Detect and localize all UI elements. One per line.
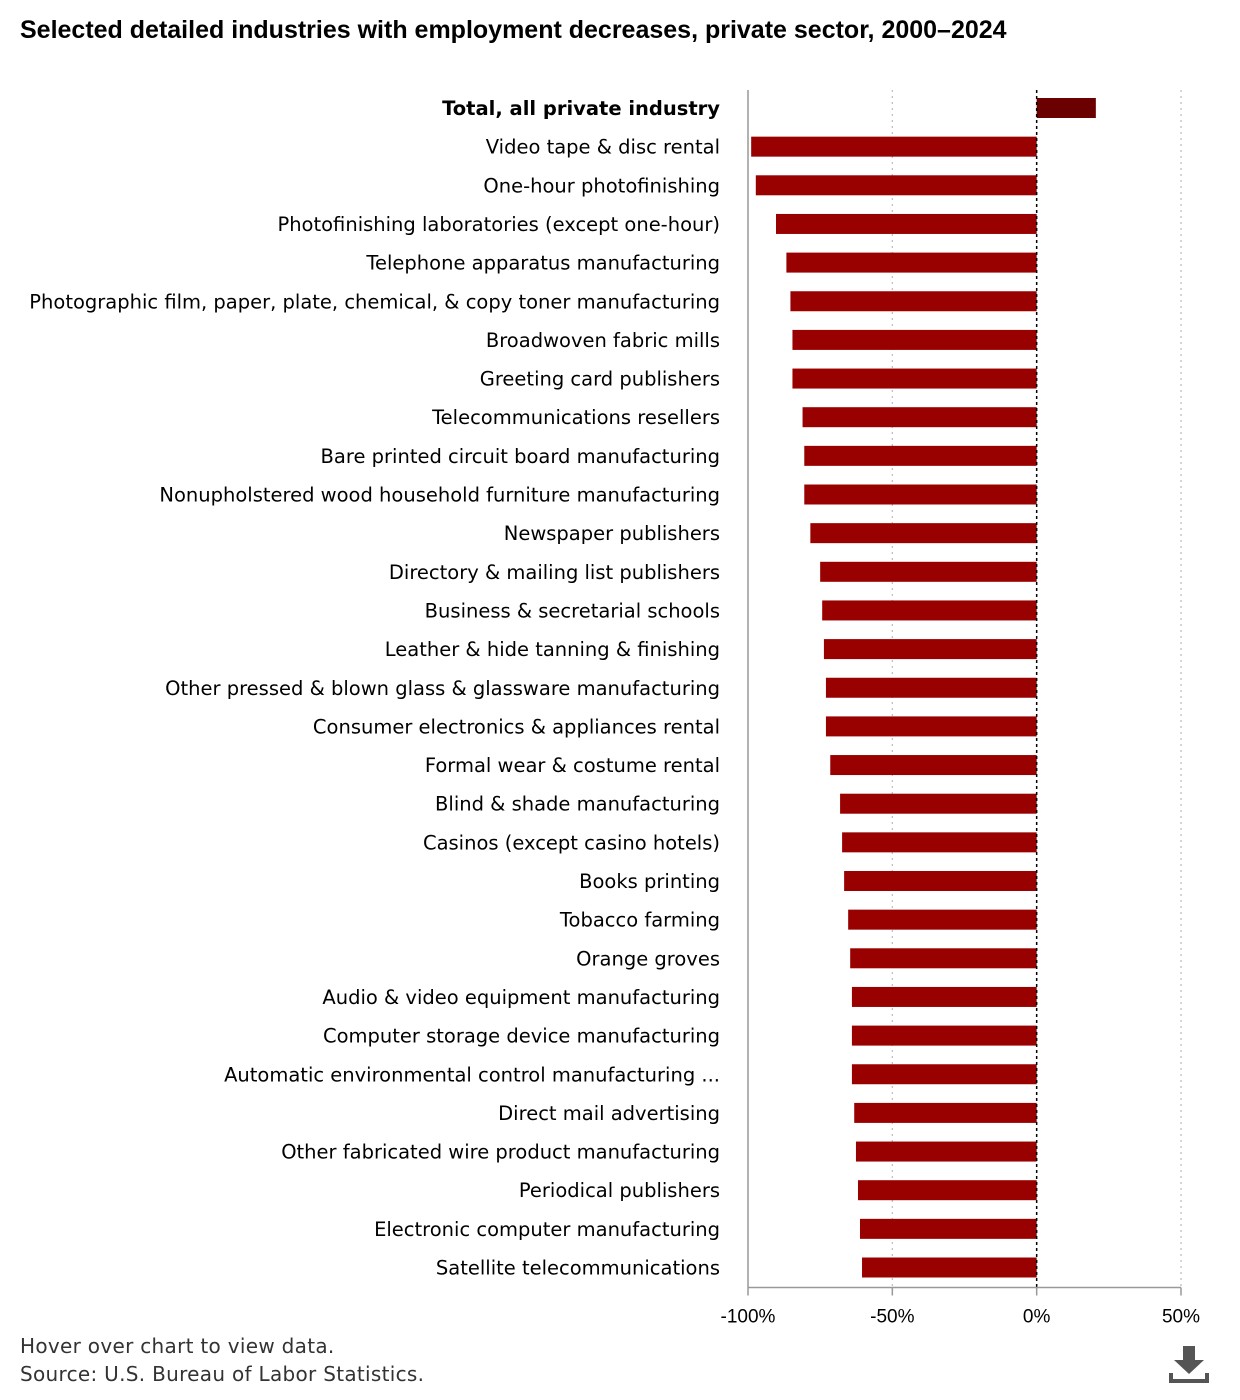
bar[interactable] bbox=[854, 1102, 1037, 1123]
bar[interactable] bbox=[755, 175, 1037, 196]
bar[interactable] bbox=[850, 948, 1037, 969]
bar[interactable] bbox=[776, 213, 1037, 234]
category-label: Bare printed circuit board manufacturing bbox=[321, 445, 720, 468]
category-label: Business & secretarial schools bbox=[425, 599, 720, 622]
category-label: Other fabricated wire product manufactur… bbox=[281, 1141, 720, 1164]
x-axis: -100% -50% 0% 50% bbox=[721, 90, 1200, 1328]
bar[interactable] bbox=[840, 793, 1037, 814]
bar[interactable] bbox=[802, 407, 1037, 428]
category-label-total: Total, all private industry bbox=[442, 97, 720, 120]
bars[interactable] bbox=[751, 98, 1096, 1278]
source-note: Source: U.S. Bureau of Labor Statistics. bbox=[20, 1362, 425, 1386]
category-label: Satellite telecommunications bbox=[436, 1257, 720, 1280]
bar[interactable] bbox=[823, 639, 1037, 660]
category-label: Greeting card publishers bbox=[480, 368, 720, 391]
category-label: Consumer electronics & appliances rental bbox=[313, 715, 720, 738]
bar[interactable] bbox=[810, 523, 1037, 544]
grid-lines bbox=[891, 90, 1182, 1288]
download-arrow-icon[interactable] bbox=[1168, 1344, 1210, 1386]
category-label: Tobacco farming bbox=[559, 909, 720, 932]
category-label: Books printing bbox=[579, 870, 720, 893]
bar[interactable] bbox=[822, 600, 1037, 621]
category-label: One-hour photofinishing bbox=[483, 174, 720, 197]
chart-title: Selected detailed industries with employ… bbox=[20, 16, 1007, 44]
bar[interactable] bbox=[848, 909, 1037, 930]
bar[interactable] bbox=[842, 832, 1037, 853]
category-label: Newspaper publishers bbox=[504, 522, 720, 545]
bar[interactable] bbox=[786, 252, 1037, 273]
category-label: Photographic film, paper, plate, chemica… bbox=[29, 290, 720, 313]
category-label: Nonupholstered wood household furniture … bbox=[159, 484, 720, 507]
bar[interactable] bbox=[751, 136, 1037, 157]
x-tick-label: -100% bbox=[721, 1307, 776, 1328]
x-tick-label: 0% bbox=[1023, 1307, 1051, 1328]
category-label: Orange groves bbox=[576, 947, 720, 970]
bar-total[interactable] bbox=[1036, 98, 1096, 118]
bar[interactable] bbox=[844, 871, 1037, 891]
category-label: Computer storage device manufacturing bbox=[323, 1025, 720, 1048]
category-label: Casinos (except casino hotels) bbox=[423, 831, 720, 854]
bar[interactable] bbox=[860, 1218, 1037, 1239]
category-label: Telecommunications resellers bbox=[431, 406, 720, 429]
bar[interactable] bbox=[830, 755, 1037, 776]
category-label: Electronic computer manufacturing bbox=[374, 1218, 720, 1241]
category-label: Other pressed & blown glass & glassware … bbox=[165, 677, 720, 700]
category-label: Automatic environmental control manufact… bbox=[224, 1063, 720, 1086]
bar[interactable] bbox=[792, 368, 1037, 389]
bar[interactable] bbox=[804, 445, 1037, 466]
bar[interactable] bbox=[857, 1180, 1037, 1201]
category-label: Direct mail advertising bbox=[498, 1102, 720, 1125]
bar[interactable] bbox=[792, 329, 1037, 350]
bar[interactable] bbox=[851, 1025, 1037, 1046]
category-label: Leather & hide tanning & finishing bbox=[385, 638, 720, 661]
bar[interactable] bbox=[862, 1257, 1037, 1278]
category-label: Video tape & disc rental bbox=[486, 136, 720, 159]
bar[interactable] bbox=[851, 986, 1037, 1007]
category-label: Broadwoven fabric mills bbox=[486, 329, 720, 352]
bar[interactable] bbox=[790, 291, 1037, 312]
category-label: Audio & video equipment manufacturing bbox=[322, 986, 720, 1009]
category-label: Periodical publishers bbox=[519, 1179, 720, 1202]
bar[interactable] bbox=[855, 1141, 1037, 1162]
category-label: Photofinishing laboratories (except one-… bbox=[277, 213, 720, 236]
category-label: Directory & mailing list publishers bbox=[389, 561, 720, 584]
bar[interactable] bbox=[825, 677, 1037, 698]
category-label: Formal wear & costume rental bbox=[425, 754, 720, 777]
bar[interactable] bbox=[820, 561, 1037, 582]
category-labels: Total, all private industry Video tape & … bbox=[29, 97, 720, 1280]
x-tick-label: 50% bbox=[1162, 1307, 1200, 1328]
hover-note: Hover over chart to view data. bbox=[20, 1334, 335, 1358]
bar[interactable] bbox=[804, 484, 1037, 505]
category-label: Telephone apparatus manufacturing bbox=[365, 252, 720, 275]
bar[interactable] bbox=[851, 1064, 1037, 1085]
category-label: Blind & shade manufacturing bbox=[435, 793, 720, 816]
bar[interactable] bbox=[825, 716, 1037, 737]
x-tick-label: -50% bbox=[870, 1307, 914, 1328]
